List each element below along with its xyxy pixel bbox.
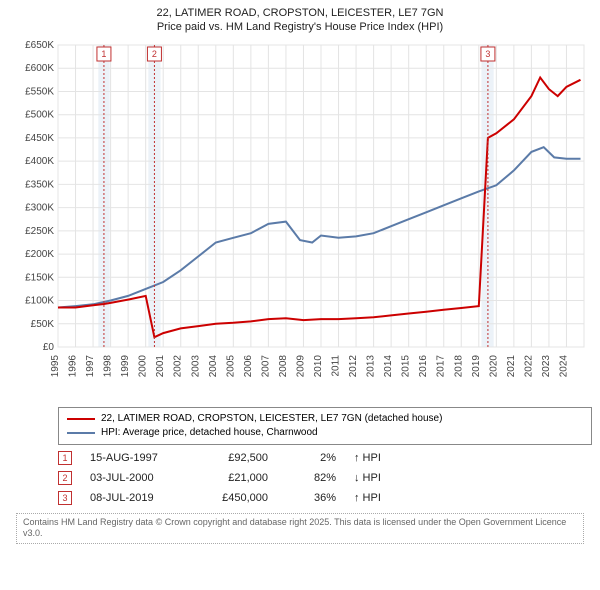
svg-text:£200K: £200K xyxy=(25,249,54,260)
svg-text:2016: 2016 xyxy=(418,354,429,377)
svg-text:2023: 2023 xyxy=(541,354,552,377)
annotation-date: 08-JUL-2019 xyxy=(90,492,180,504)
svg-text:2009: 2009 xyxy=(295,354,306,377)
svg-text:£50K: £50K xyxy=(31,318,55,329)
svg-text:2: 2 xyxy=(152,49,157,59)
annotation-marker-number: 1 xyxy=(58,451,72,465)
annotation-row: 2 03-JUL-2000 £21,000 82% ↓ HPI xyxy=(58,471,592,485)
svg-text:£650K: £650K xyxy=(25,40,54,51)
annotation-row: 3 08-JUL-2019 £450,000 36% ↑ HPI xyxy=(58,491,592,505)
svg-text:2011: 2011 xyxy=(331,354,342,376)
svg-text:1998: 1998 xyxy=(103,354,114,377)
annotation-marker-number: 3 xyxy=(58,491,72,505)
svg-text:2019: 2019 xyxy=(471,354,482,377)
annotation-price: £92,500 xyxy=(198,452,268,464)
svg-text:£250K: £250K xyxy=(25,225,54,236)
svg-text:£450K: £450K xyxy=(25,133,54,144)
svg-text:2013: 2013 xyxy=(366,354,377,377)
chart-container: { "title_line1": "22, LATIMER ROAD, CROP… xyxy=(0,0,600,590)
svg-text:2000: 2000 xyxy=(138,354,149,377)
annotation-direction: ↓ HPI xyxy=(354,472,381,484)
svg-text:£400K: £400K xyxy=(25,156,54,167)
svg-text:£100K: £100K xyxy=(25,295,54,306)
chart-title: 22, LATIMER ROAD, CROPSTON, LEICESTER, L… xyxy=(8,6,592,35)
legend-swatch xyxy=(67,418,95,420)
svg-text:2007: 2007 xyxy=(260,354,271,377)
svg-text:2003: 2003 xyxy=(190,354,201,377)
svg-text:2018: 2018 xyxy=(453,354,464,377)
svg-text:2006: 2006 xyxy=(243,354,254,377)
svg-text:2015: 2015 xyxy=(401,354,412,377)
svg-text:2024: 2024 xyxy=(558,354,569,377)
footer-text: Contains HM Land Registry data © Crown c… xyxy=(23,517,566,539)
title-line-2: Price paid vs. HM Land Registry's House … xyxy=(8,20,592,34)
annotation-marker-number: 2 xyxy=(58,471,72,485)
svg-text:2010: 2010 xyxy=(313,354,324,377)
svg-text:2014: 2014 xyxy=(383,354,394,377)
legend-row: 22, LATIMER ROAD, CROPSTON, LEICESTER, L… xyxy=(67,412,583,426)
annotation-date: 15-AUG-1997 xyxy=(90,452,180,464)
chart-svg: £0 £50K £100K £150K £200K £250K £300K £350K £400… xyxy=(8,39,592,399)
annotation-price: £450,000 xyxy=(198,492,268,504)
annotation-date: 03-JUL-2000 xyxy=(90,472,180,484)
svg-text:1: 1 xyxy=(101,49,106,59)
svg-text:£0: £0 xyxy=(43,342,55,353)
annotation-pct: 82% xyxy=(286,472,336,484)
svg-text:£350K: £350K xyxy=(25,179,54,190)
annotation-pct: 2% xyxy=(286,452,336,464)
legend: 22, LATIMER ROAD, CROPSTON, LEICESTER, L… xyxy=(58,407,592,445)
svg-text:1997: 1997 xyxy=(85,354,96,377)
svg-text:3: 3 xyxy=(485,49,490,59)
annotation-direction: ↑ HPI xyxy=(354,452,381,464)
svg-text:1996: 1996 xyxy=(68,354,79,377)
footer-attribution: Contains HM Land Registry data © Crown c… xyxy=(16,513,584,544)
svg-text:£500K: £500K xyxy=(25,109,54,120)
legend-row: HPI: Average price, detached house, Char… xyxy=(67,426,583,440)
chart-plot: £0 £50K £100K £150K £200K £250K £300K £350K £400… xyxy=(8,39,592,399)
title-line-1: 22, LATIMER ROAD, CROPSTON, LEICESTER, L… xyxy=(8,6,592,20)
svg-text:2004: 2004 xyxy=(208,354,219,377)
svg-text:2008: 2008 xyxy=(278,354,289,377)
svg-text:1995: 1995 xyxy=(50,354,61,377)
svg-text:2022: 2022 xyxy=(523,354,534,377)
annotation-price: £21,000 xyxy=(198,472,268,484)
svg-text:2005: 2005 xyxy=(225,354,236,377)
legend-label: 22, LATIMER ROAD, CROPSTON, LEICESTER, L… xyxy=(101,412,442,426)
legend-label: HPI: Average price, detached house, Char… xyxy=(101,426,318,440)
annotation-direction: ↑ HPI xyxy=(354,492,381,504)
svg-text:2017: 2017 xyxy=(436,354,447,377)
svg-text:1999: 1999 xyxy=(120,354,131,377)
svg-text:2001: 2001 xyxy=(155,354,166,377)
svg-text:£550K: £550K xyxy=(25,86,54,97)
svg-text:£150K: £150K xyxy=(25,272,54,283)
svg-text:£300K: £300K xyxy=(25,202,54,213)
svg-text:2021: 2021 xyxy=(506,354,517,377)
annotation-row: 1 15-AUG-1997 £92,500 2% ↑ HPI xyxy=(58,451,592,465)
annotation-pct: 36% xyxy=(286,492,336,504)
legend-swatch xyxy=(67,432,95,434)
annotation-table: 1 15-AUG-1997 £92,500 2% ↑ HPI 2 03-JUL-2000 £2… xyxy=(58,451,592,511)
svg-text:2012: 2012 xyxy=(348,354,359,377)
svg-text:£600K: £600K xyxy=(25,63,54,74)
svg-text:2002: 2002 xyxy=(173,354,184,377)
svg-text:2020: 2020 xyxy=(488,354,499,377)
